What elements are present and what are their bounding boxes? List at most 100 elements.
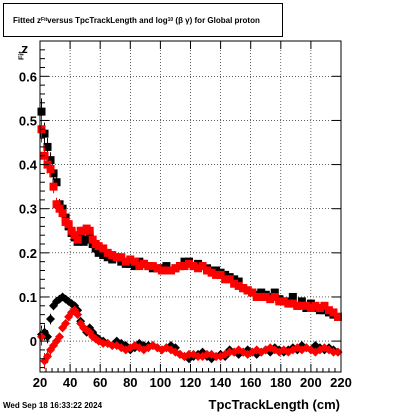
data-point <box>329 308 338 317</box>
y-tick-label: 0.2 <box>19 246 37 261</box>
data-point <box>61 318 71 328</box>
data-point <box>257 292 266 301</box>
data-point <box>180 262 189 271</box>
data-point <box>293 301 302 310</box>
data-point <box>212 266 221 275</box>
x-tick-label: 120 <box>180 375 202 390</box>
data-point <box>43 142 52 151</box>
data-point <box>324 306 333 315</box>
data-point <box>40 129 49 138</box>
data-point <box>171 264 180 273</box>
data-point <box>320 301 329 310</box>
data-point <box>202 349 212 359</box>
data-point <box>189 262 198 271</box>
axis-ticks: 20 40 60 80 100 120 140 160 180 200 220 0 0.1 0.2 0.3 0… <box>19 40 352 390</box>
data-point <box>46 156 55 165</box>
data-point <box>121 257 130 266</box>
data-point <box>194 259 203 268</box>
data-point <box>157 266 166 275</box>
x-tick-label: 160 <box>240 375 262 390</box>
data-point <box>108 255 117 264</box>
data-point <box>180 257 189 266</box>
data-point <box>175 262 184 271</box>
data-point <box>85 231 94 240</box>
x-tick-label: 40 <box>63 375 77 390</box>
x-tick-label: 180 <box>270 375 292 390</box>
data-point <box>212 270 221 279</box>
data-point <box>225 347 235 357</box>
data-point <box>67 226 76 235</box>
data-point <box>221 275 230 284</box>
title-prefix: Fitted <box>13 15 35 25</box>
data-point <box>275 297 284 306</box>
data-point <box>288 299 297 308</box>
data-point <box>211 352 221 362</box>
data-point <box>135 262 144 271</box>
data-point <box>297 297 306 306</box>
title-log-sub: 10 <box>167 17 174 23</box>
data-point <box>82 235 91 244</box>
data-point <box>103 253 112 262</box>
data-point <box>99 251 108 260</box>
data-point <box>55 204 64 213</box>
data-point <box>117 257 126 266</box>
data-point <box>126 255 135 264</box>
data-point <box>46 164 55 173</box>
data-point <box>70 231 79 240</box>
y-tick-label: 0.4 <box>19 158 38 173</box>
data-point <box>162 266 171 275</box>
data-point <box>315 304 324 313</box>
series-0 <box>37 98 342 321</box>
data-point <box>58 209 67 218</box>
data-point <box>166 266 175 275</box>
title-middle: versus TpcTrackLength and log <box>47 15 168 25</box>
data-point <box>221 270 230 279</box>
x-tick-label: 60 <box>93 375 107 390</box>
x-tick-label: 20 <box>33 375 47 390</box>
y-tick-label: 0.1 <box>19 290 37 305</box>
data-point <box>257 288 266 297</box>
data-point <box>243 286 252 295</box>
data-point <box>302 301 311 310</box>
x-tick-label: 140 <box>210 375 232 390</box>
data-point <box>328 347 338 357</box>
data-point <box>184 259 193 268</box>
data-point <box>311 301 320 310</box>
data-point <box>52 178 61 187</box>
data-point <box>234 281 243 290</box>
data-point <box>85 226 94 235</box>
x-tick-label: 200 <box>300 375 322 390</box>
data-point <box>64 220 73 229</box>
data-point <box>130 257 139 266</box>
data-point <box>73 235 82 244</box>
data-point <box>194 264 203 273</box>
data-point <box>94 248 103 257</box>
data-point <box>117 253 126 262</box>
data-point <box>284 299 293 308</box>
series-3 <box>37 305 343 369</box>
data-point <box>198 262 207 271</box>
data-point <box>270 292 279 301</box>
data-point <box>230 275 239 284</box>
data-point <box>203 266 212 275</box>
data-point <box>49 182 58 191</box>
data-point <box>130 262 139 271</box>
data-point <box>49 169 58 178</box>
data-point <box>216 270 225 279</box>
series-1 <box>37 116 342 321</box>
data-point <box>279 297 288 306</box>
data-point <box>306 299 315 308</box>
x-tick-label: 100 <box>150 375 172 390</box>
data-point <box>333 347 343 357</box>
data-point <box>99 244 108 253</box>
data-point <box>266 295 275 304</box>
data-point <box>107 341 117 351</box>
data-point <box>103 248 112 257</box>
title-z: z <box>37 15 42 25</box>
data-point <box>320 306 329 315</box>
y-tick-label: 0.5 <box>19 113 37 128</box>
data-point <box>193 352 203 362</box>
data-point <box>148 262 157 271</box>
data-point <box>252 292 261 301</box>
